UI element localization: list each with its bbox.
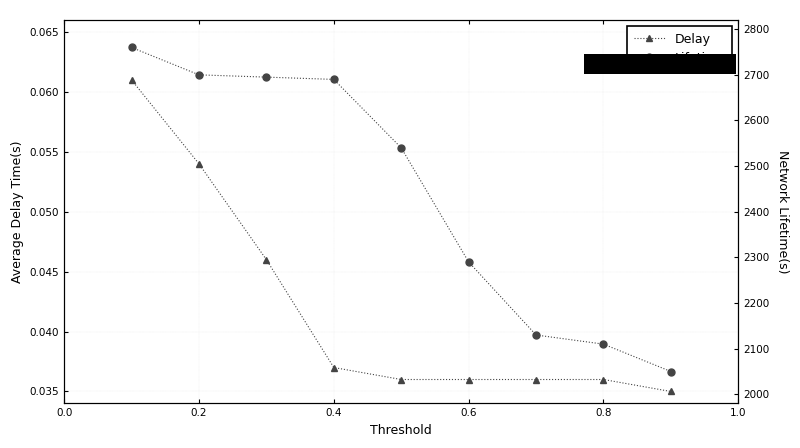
Lifetime xyxy=(666,369,676,374)
Delay xyxy=(464,377,474,382)
Lifetime xyxy=(194,72,204,78)
Lifetime xyxy=(126,45,136,50)
Delay xyxy=(262,257,271,263)
Delay xyxy=(397,377,406,382)
X-axis label: Threshold: Threshold xyxy=(370,424,432,437)
Y-axis label: Average Delay Time(s): Average Delay Time(s) xyxy=(11,141,24,283)
Delay xyxy=(194,161,204,167)
Legend: Delay, Lifetime: Delay, Lifetime xyxy=(627,26,732,71)
Lifetime xyxy=(531,332,541,338)
Lifetime xyxy=(262,74,271,80)
Line: Lifetime: Lifetime xyxy=(128,44,674,375)
Delay xyxy=(598,377,608,382)
Delay xyxy=(126,78,136,83)
Lifetime xyxy=(329,77,338,82)
Lifetime xyxy=(598,341,608,347)
Line: Delay: Delay xyxy=(128,77,674,395)
Delay xyxy=(531,377,541,382)
Delay xyxy=(666,389,676,394)
Lifetime xyxy=(464,259,474,265)
Delay xyxy=(329,365,338,370)
Y-axis label: Network Lifetime(s): Network Lifetime(s) xyxy=(776,150,789,274)
Lifetime xyxy=(397,145,406,151)
